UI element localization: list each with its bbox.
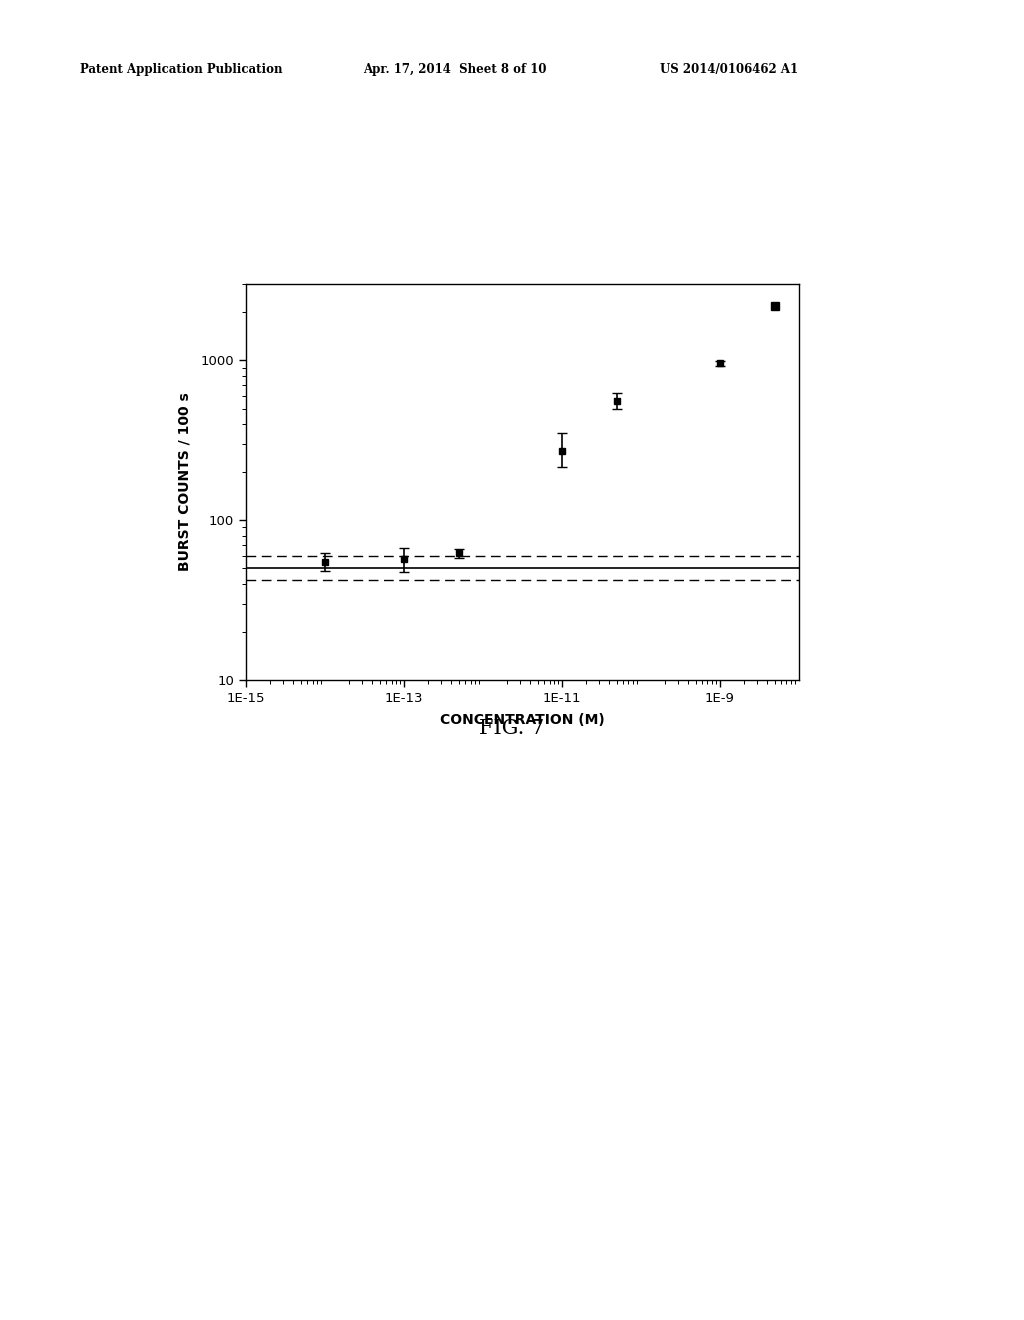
Text: Patent Application Publication: Patent Application Publication [80,63,283,77]
Text: Apr. 17, 2014  Sheet 8 of 10: Apr. 17, 2014 Sheet 8 of 10 [364,63,547,77]
Y-axis label: BURST COUNTS / 100 s: BURST COUNTS / 100 s [178,392,191,572]
X-axis label: CONCENTRATION (M): CONCENTRATION (M) [440,713,604,727]
Text: FIG. 7: FIG. 7 [479,719,545,738]
Text: US 2014/0106462 A1: US 2014/0106462 A1 [660,63,799,77]
